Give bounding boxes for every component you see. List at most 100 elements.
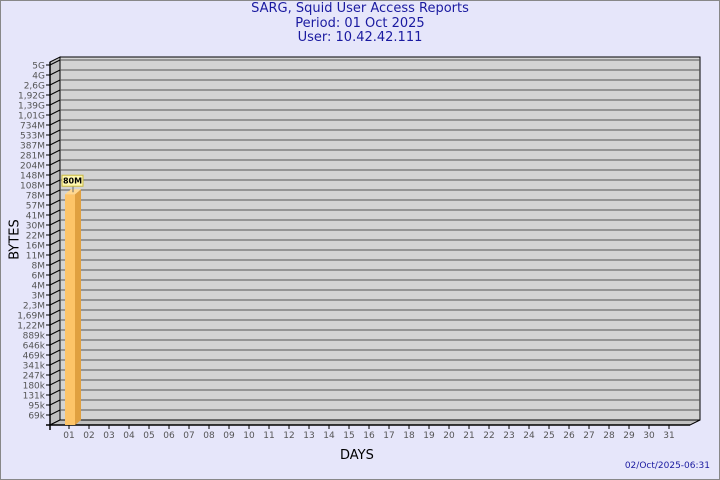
grid-diagonal: [49, 369, 61, 376]
y-tick-label: 57M: [26, 202, 45, 212]
x-tick-label: 10: [243, 431, 255, 441]
data-label-box: [61, 174, 84, 187]
x-tick-label: 05: [143, 431, 154, 441]
x-tick-label: 18: [403, 431, 415, 441]
x-tick-label: 14: [323, 431, 335, 441]
y-tick-label: 1,01G: [18, 112, 45, 122]
grid-diagonal: [49, 299, 61, 306]
x-tick-label: 13: [303, 431, 314, 441]
x-tick-label: 21: [463, 431, 474, 441]
grid-diagonal: [49, 89, 61, 96]
x-tick-label: 17: [383, 431, 394, 441]
y-tick-label: 2,3M: [23, 302, 45, 312]
x-tick-label: 27: [583, 431, 594, 441]
grid-diagonal: [49, 249, 61, 256]
y-tick-label: 69k: [28, 412, 45, 422]
y-tick-label: 108M: [20, 182, 45, 192]
x-tick-label: 16: [363, 431, 375, 441]
x-tick-label: 31: [663, 431, 674, 441]
grid-diagonal: [49, 59, 61, 66]
y-tick-label: 41M: [26, 212, 45, 222]
y-tick-label: 78M: [26, 192, 45, 202]
x-tick-label: 15: [343, 431, 354, 441]
x-tick-label: 09: [223, 431, 235, 441]
bar-side: [75, 189, 81, 425]
grid-diagonal: [49, 139, 61, 146]
x-tick-label: 19: [423, 431, 435, 441]
y-tick-label: 2,6G: [24, 82, 45, 92]
grid-diagonal: [49, 99, 61, 106]
x-tick-label: 30: [643, 431, 655, 441]
grid-diagonal: [49, 179, 61, 186]
y-axis-label: BYTES: [7, 219, 23, 260]
grid-diagonal: [49, 309, 61, 316]
x-tick-label: 07: [183, 431, 194, 441]
grid-diagonal: [49, 409, 61, 416]
grid-diagonal: [49, 69, 61, 76]
y-tick-label: 533M: [20, 132, 45, 142]
y-tick-label: 5G: [32, 62, 45, 72]
back-wall: [59, 56, 701, 421]
grid-diagonal: [49, 389, 61, 396]
x-tick-label: 23: [503, 431, 514, 441]
y-tick-label: 30M: [26, 222, 45, 232]
y-tick-label: 4G: [32, 72, 45, 82]
y-tick-label: 4M: [32, 282, 46, 292]
grid-diagonal: [49, 399, 61, 406]
bar-front: [65, 194, 75, 425]
y-tick-label: 734M: [20, 122, 45, 132]
x-tick-label: 08: [203, 431, 215, 441]
y-tick-label: 6M: [32, 272, 46, 282]
y-tick-label: 247k: [23, 372, 46, 382]
x-tick-label: 01: [63, 431, 74, 441]
grid-diagonal: [49, 279, 61, 286]
grid-diagonal: [49, 189, 61, 196]
y-tick-label: 11M: [26, 252, 45, 262]
y-tick-label: 1,39G: [18, 102, 45, 112]
y-tick-label: 8M: [32, 262, 46, 272]
grid-diagonal: [49, 349, 61, 356]
x-tick-label: 26: [563, 431, 575, 441]
y-tick-label: 341k: [23, 362, 46, 372]
x-tick-label: 25: [543, 431, 554, 441]
x-tick-label: 02: [83, 431, 94, 441]
y-tick-label: 281M: [20, 152, 45, 162]
data-label: 80M: [63, 177, 82, 186]
grid-diagonal: [49, 219, 61, 226]
y-tick-label: 387M: [20, 142, 45, 152]
y-tick-label: 889k: [23, 332, 46, 342]
y-tick-label: 22M: [26, 232, 45, 242]
grid-diagonal: [49, 169, 61, 176]
x-tick-label: 12: [283, 431, 294, 441]
y-tick-label: 469k: [23, 352, 46, 362]
y-tick-label: 131k: [23, 392, 46, 402]
grid-diagonal: [49, 229, 61, 236]
grid-diagonal: [49, 359, 61, 366]
x-tick-label: 03: [103, 431, 114, 441]
x-tick-label: 22: [483, 431, 494, 441]
x-tick-label: 24: [523, 431, 535, 441]
y-tick-label: 180k: [23, 382, 46, 392]
grid-diagonal: [49, 149, 61, 156]
x-tick-label: 28: [603, 431, 615, 441]
y-tick-label: 148M: [20, 172, 45, 182]
grid-diagonal: [49, 129, 61, 136]
x-tick-label: 11: [263, 431, 274, 441]
x-tick-label: 04: [123, 431, 135, 441]
grid-diagonal: [49, 159, 61, 166]
x-tick-label: 06: [163, 431, 175, 441]
grid-diagonal: [49, 109, 61, 116]
grid-diagonal: [49, 379, 61, 386]
grid-diagonal: [49, 259, 61, 266]
chart-title: SARG, Squid User Access Reports Period: …: [0, 1, 720, 46]
y-tick-label: 646k: [23, 342, 46, 352]
grid-diagonal: [49, 319, 61, 326]
y-tick-label: 1,22M: [17, 322, 45, 332]
x-tick-label: 29: [623, 431, 635, 441]
y-tick-label: 1,69M: [17, 312, 45, 322]
y-tick-label: 204M: [20, 162, 45, 172]
y-tick-label: 95k: [28, 402, 45, 412]
generated-timestamp: 02/Oct/2025-06:31: [624, 461, 710, 471]
grid-diagonal: [49, 79, 61, 86]
